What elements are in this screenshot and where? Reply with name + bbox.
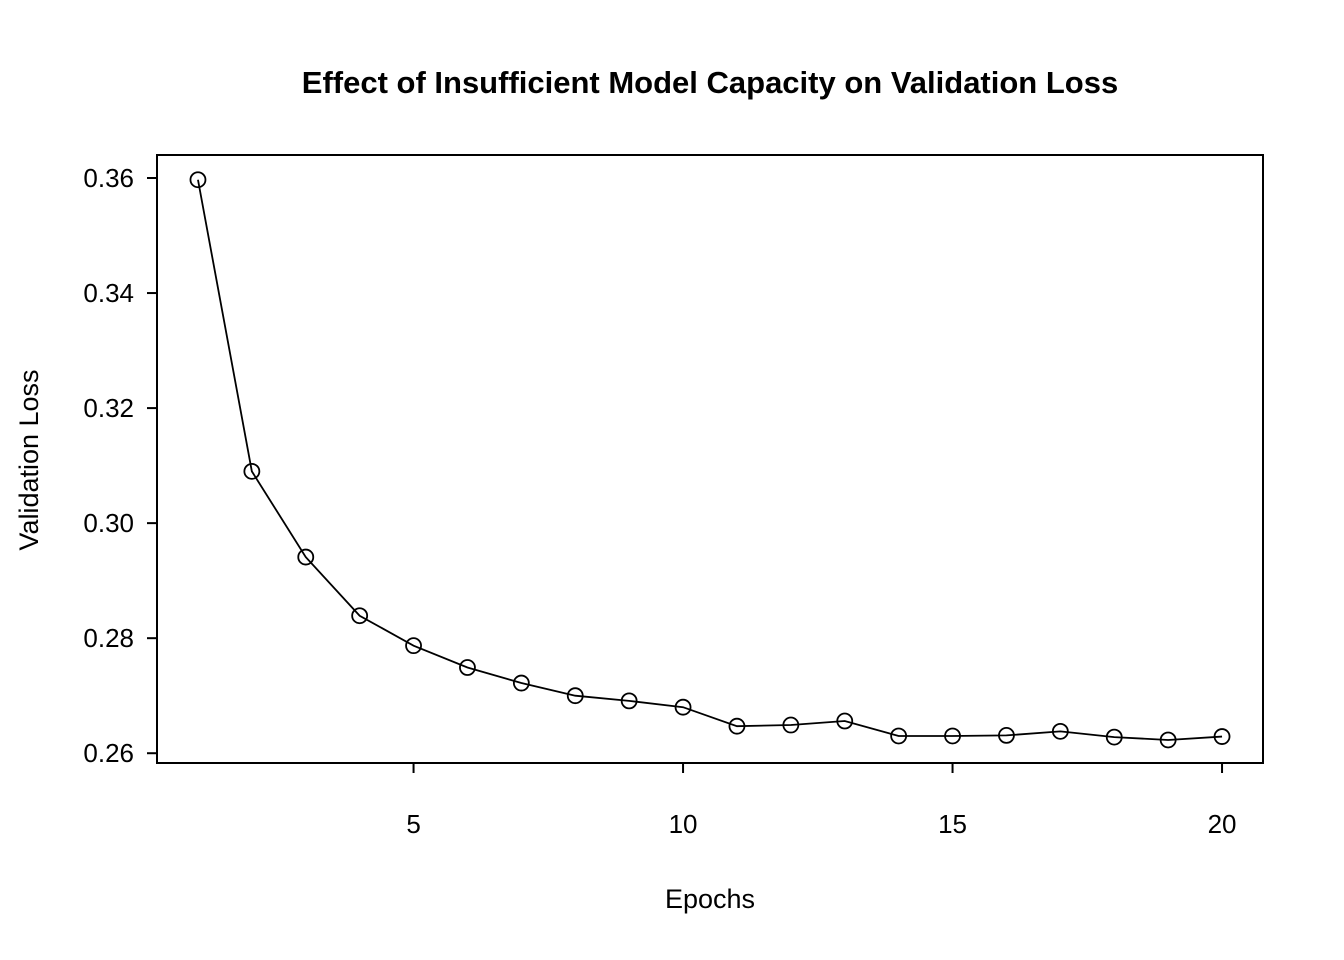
chart-title: Effect of Insufficient Model Capacity on… — [302, 65, 1118, 100]
data-point-epoch-12 — [782, 716, 800, 734]
data-point-epoch-9 — [620, 692, 638, 710]
data-point-epoch-6 — [459, 659, 476, 676]
plot-box — [156, 154, 1264, 764]
y-tick-label: 0.28 — [83, 623, 134, 653]
y-tick-label: 0.30 — [83, 508, 134, 538]
x-tick-label: 20 — [1208, 809, 1237, 839]
data-point-epoch-14 — [890, 727, 908, 745]
y-tick-label: 0.36 — [83, 163, 134, 193]
data-point-epoch-3 — [297, 548, 315, 566]
x-axis-label: Epochs — [665, 884, 755, 914]
data-point-epoch-8 — [566, 687, 584, 705]
plot-area: 5 10 15 20 0.26 0.28 0.30 0.32 0.34 0.36 — [83, 154, 1264, 839]
x-tick-label: 5 — [406, 809, 420, 839]
data-point-epoch-7 — [512, 674, 530, 692]
data-point-epoch-5 — [405, 637, 422, 655]
x-tick-label: 10 — [669, 809, 698, 839]
data-point-epoch-18 — [1105, 728, 1123, 746]
y-axis-label: Validation Loss — [14, 369, 44, 550]
y-tick-label: 0.34 — [83, 278, 134, 308]
data-point-epoch-15 — [944, 727, 961, 745]
data-point-epoch-4 — [351, 607, 369, 625]
data-point-epoch-2 — [243, 462, 261, 480]
data-point-epoch-10 — [674, 698, 692, 716]
data-point-epoch-13 — [836, 712, 854, 730]
data-point-epoch-17 — [1051, 722, 1069, 740]
data-point-epoch-1 — [189, 171, 207, 189]
validation_loss-line — [197, 179, 1223, 741]
y-tick-label: 0.32 — [83, 393, 134, 423]
x-tick-label: 15 — [938, 809, 967, 839]
data-point-epoch-20 — [1213, 728, 1231, 745]
data-point-epoch-16 — [998, 726, 1015, 744]
data-point-epoch-11 — [728, 717, 746, 735]
data-point-epoch-19 — [1159, 731, 1177, 749]
y-tick-label: 0.26 — [83, 738, 134, 768]
